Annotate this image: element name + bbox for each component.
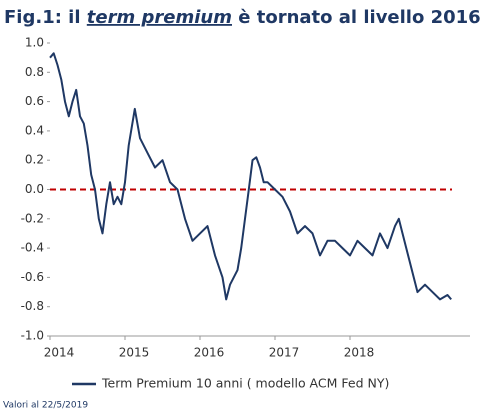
y-tick-label: -0.6 [21,270,44,284]
note: Valori al 22/5/2019 [3,401,88,411]
legend-label: Term Premium 10 anni ( modello ACM Fed N… [101,376,389,391]
y-tick-label: -0.2 [21,211,44,225]
x-tick-label: 2018 [344,346,375,360]
y-tick-label: 0.2 [25,153,44,167]
y-tick-label: -1.0 [21,329,44,343]
title-part: Fig.1: il [4,7,87,28]
x-tick-label: 2014 [44,346,75,360]
title-part: term premium [87,7,232,28]
y-tick-label: -0.8 [21,299,44,313]
x-tick-label: 2017 [269,346,300,360]
x-tick-label: 2016 [194,346,225,360]
y-tick-label: 0.8 [25,65,44,79]
y-tick-label: 0.6 [25,94,44,108]
y-tick-label: 1.0 [25,36,44,50]
x-tick-label: 2015 [119,346,150,360]
y-tick-label: 0.4 [25,123,44,137]
y-tick-label: 0.0 [25,182,44,196]
y-tick-label: -0.4 [21,241,44,255]
title-part: è tornato al livello 2016 [232,7,481,28]
series-line [49,52,452,301]
chart-title: Fig.1: il term premium è tornato al live… [4,7,481,28]
